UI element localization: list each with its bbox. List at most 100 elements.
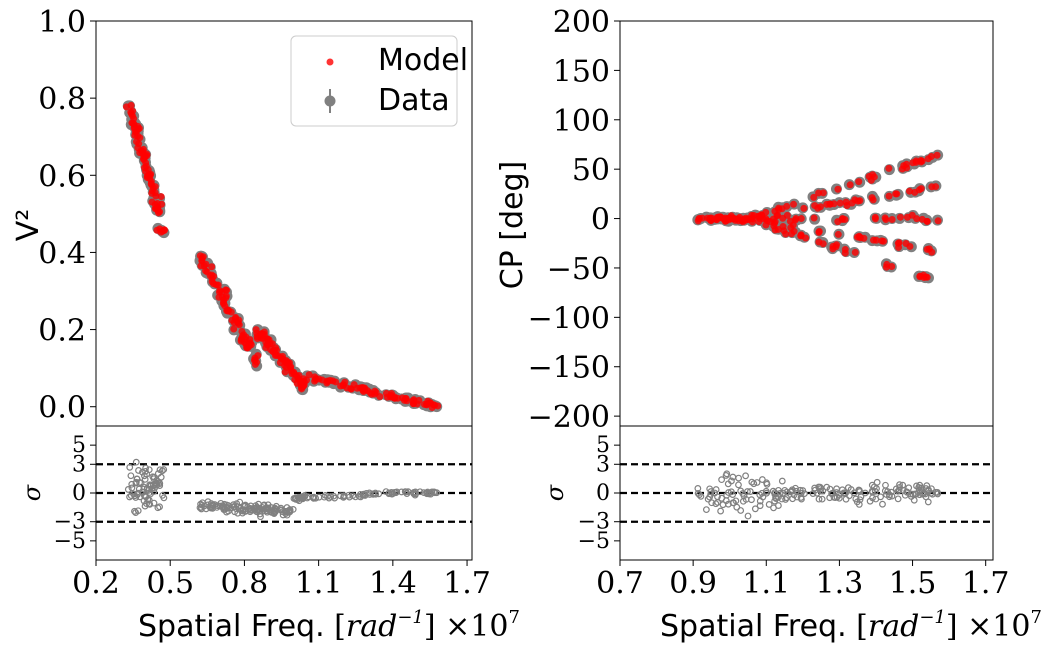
residual-point	[842, 495, 850, 503]
residual-point	[433, 489, 441, 497]
xtick-label: 1.7	[443, 566, 491, 601]
residual-point	[850, 489, 858, 497]
model-point	[156, 208, 164, 216]
model-point	[871, 213, 879, 221]
model-point	[898, 165, 906, 173]
model-point	[917, 156, 925, 164]
model-point	[739, 218, 747, 226]
right-xlabel-text: Spatial Freq.	[660, 609, 856, 644]
model-point	[265, 336, 273, 344]
residual-point	[160, 494, 168, 502]
residual-point	[271, 504, 279, 512]
residual-point	[124, 486, 132, 493]
residual-point	[271, 507, 279, 515]
model-point	[318, 376, 326, 384]
residual-point	[751, 505, 759, 513]
model-point	[773, 212, 781, 220]
residual-point	[818, 495, 826, 503]
residual-point	[240, 503, 248, 510]
model-point	[694, 217, 702, 225]
model-point	[909, 159, 917, 167]
residual-point	[873, 478, 881, 486]
model-point	[811, 202, 819, 210]
model-point	[782, 230, 790, 238]
right-residual-reference-lines	[620, 463, 993, 523]
left-top-yticks: 0.0 0.2 0.4 0.6 0.8 1.0	[38, 5, 96, 426]
model-point	[932, 183, 940, 191]
model-point	[230, 325, 238, 333]
model-point	[896, 213, 904, 221]
ytick-label: 3	[596, 452, 610, 477]
model-point	[409, 397, 417, 405]
residual-point	[877, 493, 884, 501]
residual-point	[704, 495, 712, 503]
model-point	[122, 103, 130, 111]
model-point	[927, 153, 935, 161]
residual-point	[295, 497, 303, 505]
model-point	[148, 198, 156, 206]
model-point	[779, 223, 787, 231]
model-point	[830, 200, 838, 208]
residual-point	[389, 490, 397, 497]
ytick-label: −150	[528, 351, 610, 386]
model-point	[922, 273, 930, 281]
model-point	[151, 189, 159, 197]
residual-point	[128, 484, 136, 492]
ytick-label: 200	[553, 5, 610, 40]
residual-point	[923, 482, 931, 490]
xtick-label: 1.1	[295, 566, 343, 601]
model-point	[867, 176, 875, 184]
model-point	[810, 214, 818, 222]
model-point	[251, 354, 259, 362]
ytick-label: 3	[72, 452, 86, 477]
residual-point	[744, 512, 752, 520]
model-point	[208, 278, 216, 286]
left-xlabel-scale-exp: 7	[508, 607, 519, 628]
residual-point	[894, 495, 902, 503]
model-point	[291, 376, 299, 384]
ytick-label: 5	[596, 433, 610, 458]
residual-point	[144, 496, 152, 504]
right-xlabel: Spatial Freq. [rad−1] ×107	[660, 607, 1041, 644]
residual-point	[398, 488, 405, 496]
ytick-label: 1.0	[38, 5, 86, 40]
residual-point	[282, 508, 290, 516]
model-point	[210, 272, 218, 280]
right-xlabel-unit-open: [	[856, 609, 868, 644]
right-bottom-xticks: 0.7 0.9 1.1 1.3 1.5 1.7	[596, 560, 1010, 601]
left-xlabel-text: Spatial Freq.	[138, 609, 334, 644]
model-point	[775, 206, 783, 214]
residual-point	[196, 504, 204, 512]
model-point	[869, 196, 877, 204]
model-point	[722, 215, 730, 223]
model-point	[934, 217, 942, 225]
residual-point	[746, 488, 754, 495]
residual-point	[718, 476, 726, 484]
left-xlabel-unit-var: rad	[346, 609, 397, 644]
model-point	[281, 362, 289, 370]
residual-point	[254, 507, 262, 515]
model-point	[402, 394, 410, 402]
residual-point	[156, 503, 163, 511]
residual-point	[714, 493, 721, 501]
model-point	[834, 230, 842, 238]
residual-point	[202, 505, 210, 513]
left-bottom-xticks: 0.2 0.5 0.8 1.1 1.4 1.7	[72, 560, 491, 601]
ytick-label: −50	[547, 252, 610, 287]
residual-point	[910, 496, 918, 504]
model-point	[225, 306, 233, 314]
residual-point	[835, 494, 843, 502]
right-residual-panel: 53 0 −3−5 0.7 0.9 1.1 1.3 1.5 1.7 σ Spatial Fre…	[541, 425, 1041, 644]
model-point	[135, 124, 143, 132]
legend-model-label: Model	[378, 43, 468, 78]
residual-point	[264, 504, 272, 512]
residual-point	[796, 486, 804, 494]
residual-point	[856, 496, 864, 504]
residual-point	[132, 478, 140, 486]
model-point	[129, 119, 137, 127]
model-point	[797, 215, 805, 223]
right-xlabel-unit-var: rad	[868, 609, 919, 644]
residual-point	[134, 507, 142, 515]
model-point	[757, 211, 765, 219]
legend-model-marker	[326, 58, 334, 66]
